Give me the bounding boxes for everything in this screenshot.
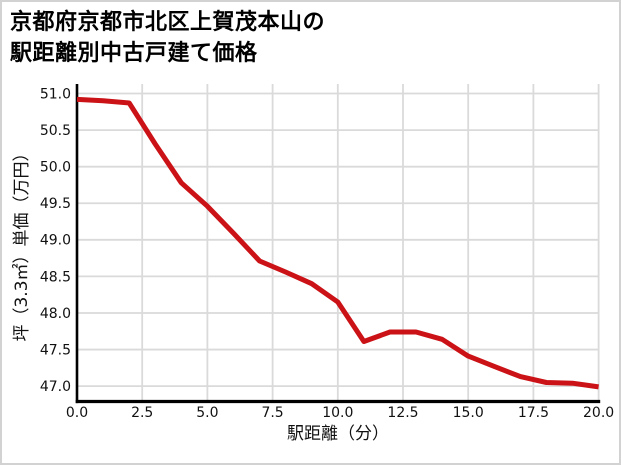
x-tick-label: 0.0 — [66, 405, 88, 421]
y-tick-label: 47.5 — [40, 342, 71, 358]
x-tick-label: 20.0 — [583, 405, 614, 421]
grid-layer — [76, 84, 600, 402]
y-tick-label: 48.0 — [40, 306, 71, 322]
x-tick-label: 7.5 — [261, 405, 283, 421]
y-tick-label: 50.5 — [40, 123, 71, 139]
x-tick-label: 10.0 — [322, 405, 353, 421]
price-line — [76, 96, 599, 390]
chart-title-line2: 駅距離別中古戸建て価格 — [10, 41, 258, 66]
chart-title: 京都府京都市北区上賀茂本山の 駅距離別中古戸建て価格 — [10, 7, 325, 69]
y-tick-label: 51.0 — [40, 86, 71, 102]
x-tick-label: 2.5 — [131, 405, 153, 421]
x-tick-label: 12.5 — [387, 405, 418, 421]
y-axis-title: 坪（3.3㎡）単価（万円） — [12, 144, 32, 341]
tick-label-layer: 47.0 47.5 48.0 48.5 49.0 49.5 50.0 50.5 51.0 0.0 2… — [40, 86, 614, 421]
y-tick-label: 49.0 — [40, 233, 71, 249]
y-tick-label: 50.0 — [40, 160, 71, 176]
y-tick-label: 49.5 — [40, 196, 71, 212]
y-tick-label: 47.0 — [40, 379, 71, 395]
axes-layer — [75, 84, 601, 404]
x-axis-title: 駅距離（分） — [287, 424, 389, 444]
chart-title-line1: 京都府京都市北区上賀茂本山の — [10, 10, 326, 35]
x-tick-label: 17.5 — [518, 405, 549, 421]
x-tick-label: 15.0 — [453, 405, 484, 421]
y-tick-label: 48.5 — [40, 269, 71, 285]
x-tick-label: 5.0 — [196, 405, 218, 421]
